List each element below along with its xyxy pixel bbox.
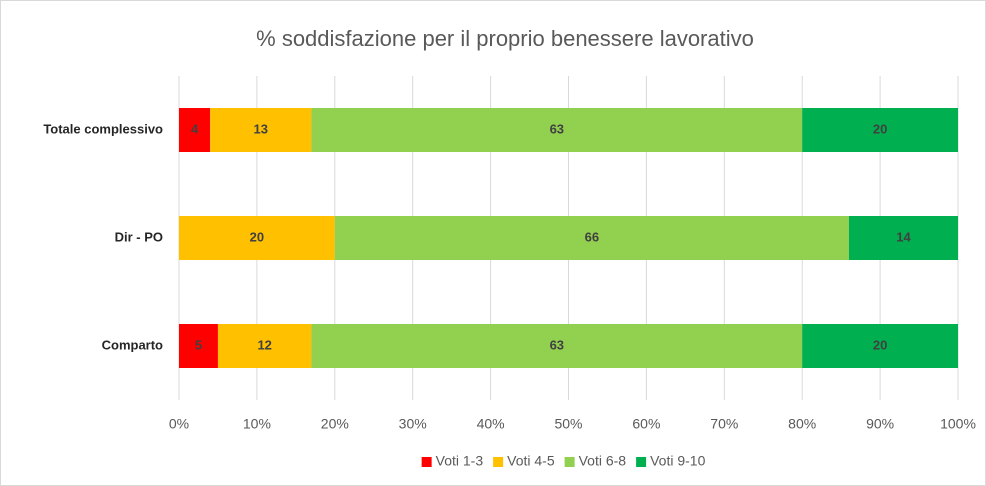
x-tick-label: 80% [788,416,816,432]
data-label: 14 [896,229,911,244]
bar-segment [217,324,312,368]
data-label: 66 [585,229,599,244]
legend-label: Voti 6-8 [579,453,627,469]
data-label: 63 [550,337,564,352]
legend-swatch [636,457,647,467]
data-label: 20 [250,229,264,244]
bar-segment [848,216,958,260]
x-tick-label: 90% [866,416,894,432]
data-label: 12 [257,337,271,352]
bar-segment [179,324,218,368]
data-label: 13 [254,121,268,136]
bar-segment [179,216,335,260]
y-tick-label: Dir - PO [115,229,163,244]
bar-segment [179,108,211,152]
x-tick-label: 70% [710,416,738,432]
bar-segment [802,108,958,152]
x-tick-label: 0% [169,416,189,432]
y-tick-label: Comparto [102,337,163,352]
data-label: 20 [873,337,887,352]
x-tick-label: 10% [243,416,271,432]
chart-title: % soddisfazione per il proprio benessere… [256,26,754,51]
legend-label: Voti 4-5 [507,453,555,469]
legend-label: Voti 9-10 [650,453,705,469]
y-tick-label: Totale complessivo [43,121,163,136]
legend-swatch [564,457,575,467]
x-tick-label: 60% [632,416,660,432]
bar-segment [334,216,849,260]
bar-segment [311,324,803,368]
x-tick-label: 40% [477,416,505,432]
data-label: 20 [873,121,887,136]
legend-label: Voti 1-3 [436,453,484,469]
legend-swatch [493,457,504,467]
x-tick-label: 30% [399,416,427,432]
x-tick-label: 20% [321,416,349,432]
bar-segment [311,108,803,152]
x-tick-label: 50% [554,416,582,432]
data-label: 63 [550,121,564,136]
data-label: 5 [195,337,202,352]
x-tick-label: 100% [940,416,976,432]
bar-segment [210,108,312,152]
data-label: 4 [191,121,199,136]
legend-swatch [421,457,432,467]
bar-segment [802,324,958,368]
